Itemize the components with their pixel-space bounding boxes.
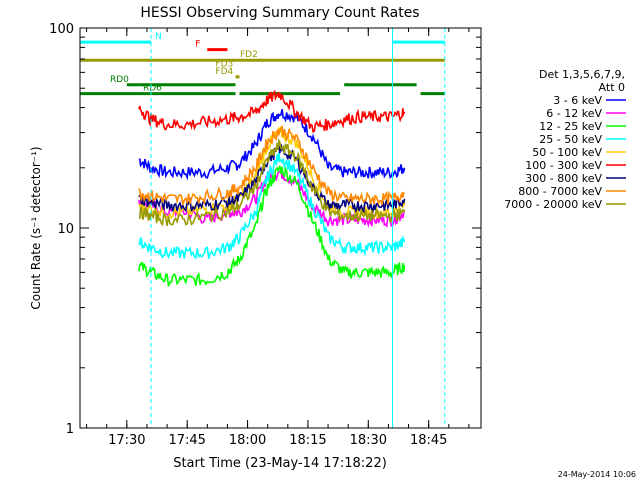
series-line-2	[138, 165, 406, 287]
legend-label-4: 50 - 100 keV	[532, 146, 602, 159]
flag-label-0: N	[155, 32, 162, 42]
timestamp: 24-May-2014 10:06	[558, 470, 636, 479]
legend-label-3: 25 - 50 keV	[539, 133, 602, 146]
x-tick-label-5: 18:45	[410, 433, 447, 448]
x-tick-label-3: 18:15	[289, 433, 326, 448]
plot-frame	[79, 27, 482, 429]
series-line-5	[138, 89, 406, 133]
legend-label-7: 800 - 7000 keV	[518, 185, 602, 198]
flag-label-2: FD2	[240, 50, 258, 60]
legend-label-1: 6 - 12 keV	[546, 107, 602, 120]
x-tick-label-4: 18:30	[350, 433, 387, 448]
y-tick-label-0: 1	[66, 422, 74, 437]
legend-label-2: 12 - 25 keV	[539, 120, 602, 133]
x-tick-label-2: 18:00	[229, 433, 266, 448]
flag-label-5: RD0	[110, 75, 129, 85]
flag-label-4: FD4	[215, 67, 233, 77]
series-line-8	[138, 138, 406, 227]
marker-layer	[79, 28, 446, 428]
chart-title: HESSI Observing Summary Count Rates	[140, 5, 419, 21]
series-layer	[138, 89, 406, 287]
x-axis-label: Start Time (23-May-14 17:18:22)	[173, 456, 387, 471]
legend-label-0: 3 - 6 keV	[553, 94, 602, 107]
legend-header-line-1: Det 1,3,5,6,7,9,	[539, 68, 625, 81]
series-line-0	[138, 109, 406, 181]
legend-label-5: 100 - 300 keV	[525, 159, 602, 172]
legend-label-8: 7000 - 20000 keV	[504, 198, 602, 211]
series-line-7	[138, 124, 405, 206]
legend-label-6: 300 - 800 keV	[525, 172, 602, 185]
legend-header-line-2: Att 0	[599, 81, 625, 94]
x-tick-label-1: 17:45	[168, 433, 205, 448]
flag-label-6: RD6	[143, 84, 162, 94]
tick-layer: 17:30 17:45 18:00 18:15 18:30 18:45 1 10 100	[49, 22, 481, 448]
y-tick-label-1: 10	[57, 222, 74, 237]
flag-label-3: FD3	[215, 60, 233, 70]
x-tick-label-0: 17:30	[108, 433, 145, 448]
y-tick-label-2: 100	[49, 22, 74, 37]
series-line-6	[138, 144, 406, 214]
y-axis-label: Count Rate (s⁻¹ detector⁻¹)	[29, 146, 43, 309]
series-line-3	[138, 152, 406, 260]
flag-label-1: F	[195, 40, 200, 50]
